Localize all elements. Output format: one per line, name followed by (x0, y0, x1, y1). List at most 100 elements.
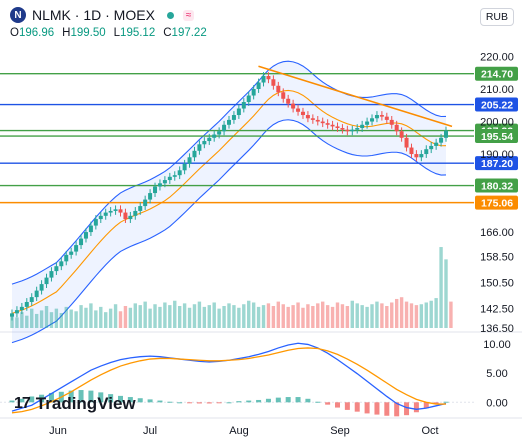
macd-histogram-bar (335, 402, 340, 408)
candle-body (113, 209, 118, 211)
volume-bar (380, 303, 384, 328)
macd-histogram-bar (305, 398, 311, 403)
candle-body (296, 108, 301, 112)
candle-body (83, 232, 88, 239)
volume-bar (94, 310, 98, 328)
x-tick-label: Sep (330, 425, 350, 437)
volume-bar (212, 302, 216, 328)
y-tick-label: 200.00 (480, 117, 514, 129)
volume-bar (232, 305, 236, 328)
ohlc-low: 195.12 (120, 27, 156, 39)
y-tick-label: 142.50 (480, 303, 514, 315)
tradingview-logo-icon: 17 (14, 395, 31, 412)
macd-histogram-bar (48, 392, 54, 403)
volume-bar (44, 306, 49, 328)
volume-bar (286, 306, 290, 328)
volume-bar (49, 312, 54, 328)
macd-histogram-bar (354, 402, 360, 412)
candle-body (128, 215, 133, 220)
candle-body (345, 129, 350, 132)
ohlc-high: 199.50 (70, 27, 106, 39)
tradingview-brand: 17 TradingView (14, 394, 136, 414)
volume-bar (59, 313, 64, 328)
volume-bar (39, 310, 44, 328)
volume-bar (296, 302, 300, 328)
candle-body (172, 175, 177, 177)
volume-bar (84, 307, 88, 328)
volume-bar (182, 303, 187, 328)
currency-selector[interactable]: RUB (479, 8, 514, 26)
macd-histogram-bar (226, 402, 232, 404)
macd-histogram-bar (285, 397, 291, 403)
volume-bar (99, 306, 103, 328)
candle-body (414, 154, 419, 158)
candle-body (54, 266, 59, 272)
candle-body (261, 76, 266, 83)
candle-body (182, 163, 187, 171)
volume-bar (444, 259, 448, 328)
volume-bar (350, 300, 354, 328)
macd-tick-label: 10.00 (483, 339, 511, 351)
price-level-value: 175.06 (481, 198, 513, 210)
volume-bar (390, 302, 394, 328)
volume-bar (197, 301, 202, 328)
volume-bar (202, 306, 207, 328)
volume-bar (168, 305, 172, 328)
candle-body (266, 76, 271, 80)
volume-bar (321, 301, 325, 328)
volume-bar (261, 305, 266, 328)
candle-body (74, 245, 79, 252)
moving-average-line (11, 89, 447, 314)
candle-body (133, 210, 138, 216)
candle-body (157, 183, 162, 187)
volume-bar (330, 306, 335, 328)
candle-body (138, 206, 143, 211)
candle-body (419, 154, 424, 158)
macd-histogram-bar (196, 402, 202, 404)
candle-body (320, 121, 325, 124)
candle-body (222, 124, 227, 132)
volume-bar (409, 303, 414, 328)
macd-histogram-bar (364, 402, 370, 414)
volume-bar (355, 303, 359, 328)
macd-histogram-bar (275, 397, 281, 403)
price-level-tag (475, 97, 518, 112)
macd-histogram-bar (68, 390, 74, 403)
macd-histogram-bar (167, 401, 173, 403)
candle-body (251, 89, 256, 96)
x-tick-label: Jun (49, 425, 67, 437)
volume-bar (34, 313, 39, 328)
ohlc-open: 196.96 (18, 27, 55, 39)
macd-histogram-bar (325, 402, 331, 405)
volume-bar (340, 304, 345, 328)
nlmk-logo-icon: N (10, 7, 26, 23)
candle-body (276, 85, 281, 93)
symbol-title[interactable]: NLMK · 1D · MOEX (32, 7, 155, 23)
price-level-tag (475, 195, 518, 210)
candle-body (291, 103, 296, 109)
x-tick-label: Aug (229, 425, 249, 437)
candle-body (409, 147, 414, 155)
candle-body (202, 141, 207, 145)
volume-bar (345, 306, 350, 328)
volume-bar (227, 303, 231, 328)
candle-body (79, 238, 84, 246)
candle-body (93, 219, 98, 226)
price-level-value: 187.20 (481, 158, 513, 170)
y-tick-label: 210.00 (480, 84, 514, 96)
ohlc-readout: O196.96 H199.50 L195.12 C197.22 (10, 27, 207, 39)
volume-bar (291, 305, 295, 328)
candle-body (197, 144, 202, 151)
macd-line (11, 347, 446, 414)
volume-bar (375, 301, 379, 328)
macd-histogram-bar (147, 399, 153, 403)
candle-body (143, 199, 148, 207)
y-tick-label: 158.50 (480, 251, 514, 263)
volume-bar (15, 317, 19, 328)
candle-body (444, 130, 448, 138)
indicator-wave-icon[interactable]: ≈ (182, 9, 195, 21)
volume-bar (54, 308, 59, 328)
candle-body (69, 251, 74, 255)
candle-body (384, 116, 389, 120)
